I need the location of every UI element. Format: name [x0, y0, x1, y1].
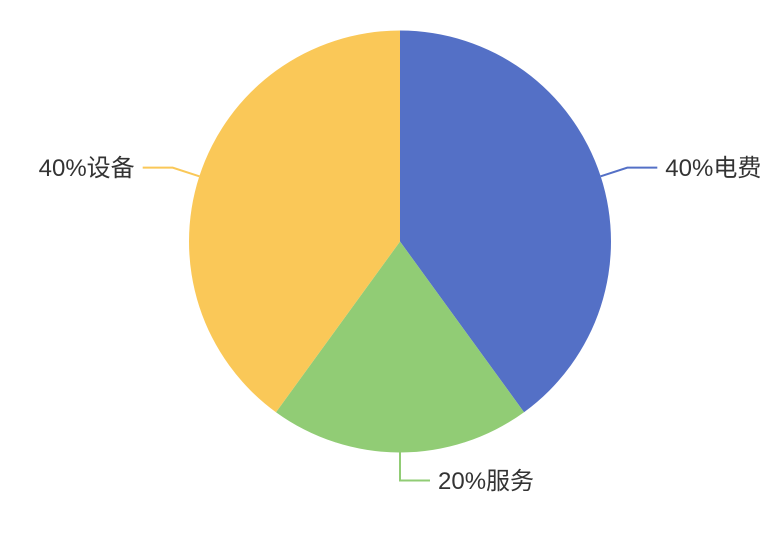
pie-label-dianfei: 40%电费 [665, 155, 761, 182]
label-line-shebei [142, 166, 200, 178]
pie-slice-dianfei[interactable] [400, 30, 611, 413]
pie-label-shebei: 40%设备 [39, 155, 135, 182]
label-line-fuwu [399, 452, 430, 482]
label-line-dianfei [600, 166, 658, 178]
pie-label-fuwu: 20%服务 [438, 468, 534, 495]
pie-slice-fuwu[interactable] [275, 241, 525, 453]
pie-slice-shebei[interactable] [189, 30, 400, 413]
